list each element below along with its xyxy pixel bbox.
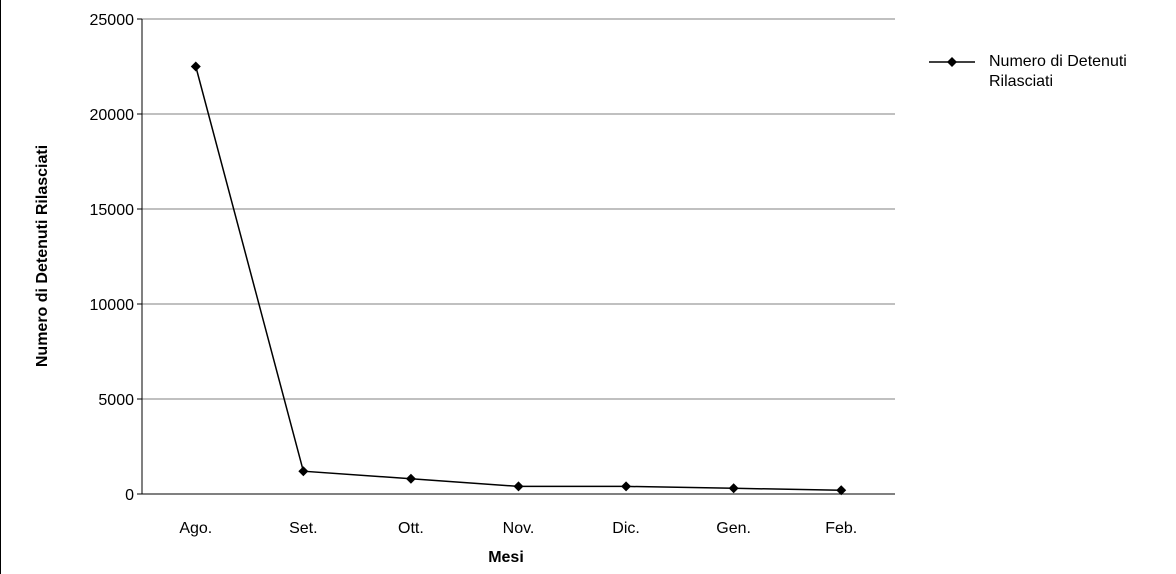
- x-axis-label: Mesi: [488, 549, 524, 566]
- x-tick-label: Feb.: [825, 520, 857, 537]
- y-tick-label: 5000: [98, 392, 134, 409]
- x-tick-label: Dic.: [612, 520, 640, 537]
- y-tick-label: 0: [125, 487, 134, 504]
- y-tick-label: 15000: [90, 202, 135, 219]
- x-tick-label: Nov.: [503, 520, 535, 537]
- data-point: [190, 61, 201, 72]
- data-line: [195, 66, 842, 491]
- y-axis-label: Numero di Detenuti Rilasciati: [34, 145, 51, 367]
- legend-marker: [947, 57, 957, 67]
- data-point: [513, 481, 524, 492]
- data-point: [405, 473, 416, 484]
- y-tick-label: 25000: [90, 12, 135, 29]
- x-tick-label: Gen.: [716, 520, 751, 537]
- data-point: [621, 481, 632, 492]
- data-point: [728, 483, 739, 494]
- legend-label: Numero di Detenuti Rilasciati: [989, 53, 1127, 90]
- y-tick-label: 10000: [90, 297, 135, 314]
- y-tick-label: 20000: [90, 107, 135, 124]
- x-tick-label: Ago.: [179, 520, 212, 537]
- data-point: [836, 485, 847, 496]
- data-point: [298, 466, 309, 477]
- x-tick-label: Set.: [289, 520, 317, 537]
- x-tick-label: Ott.: [398, 520, 424, 537]
